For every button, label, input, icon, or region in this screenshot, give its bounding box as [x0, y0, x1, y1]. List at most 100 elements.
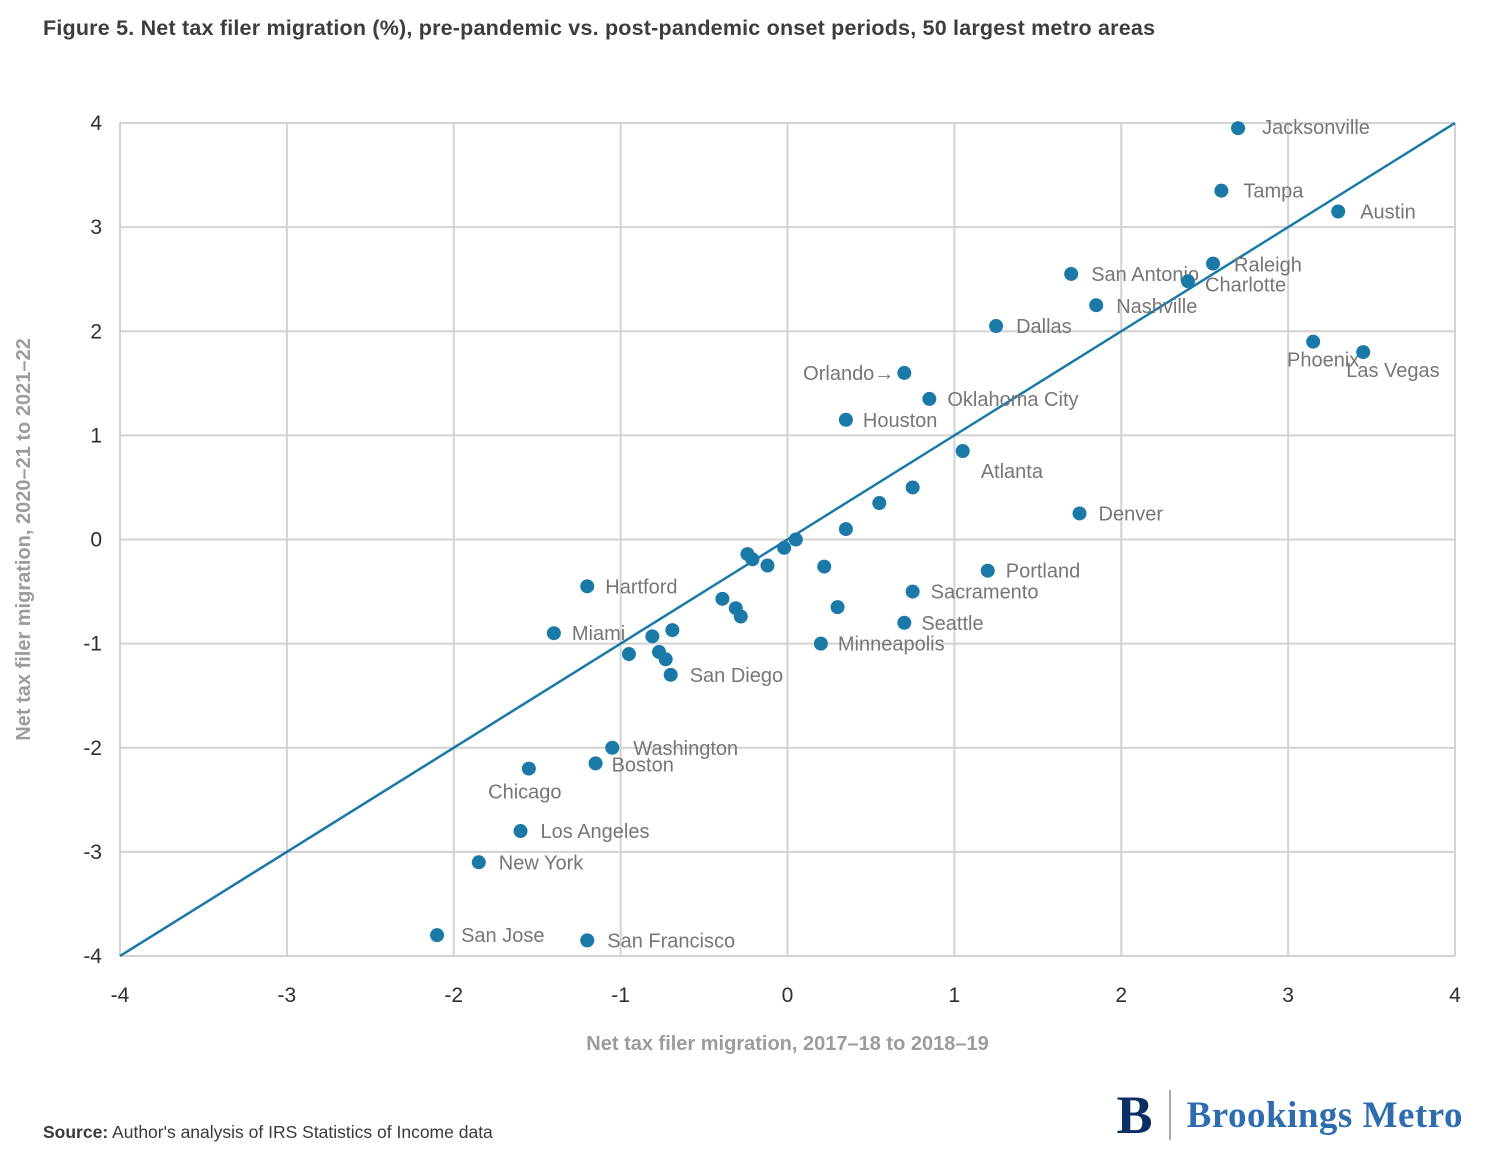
data-point — [955, 443, 970, 458]
data-point — [813, 636, 828, 651]
point-label: Chicago — [488, 782, 561, 804]
identity-line — [119, 121, 1456, 958]
point-label: San Jose — [461, 925, 544, 947]
scatter-chart: -4 -3 -2 -1 0 1 2 3 4 -4 -3 -2 -1 0 1 2 3 4 Net tax filer … — [13, 112, 1462, 1055]
point-label: Minneapolis — [838, 634, 945, 656]
unlabeled-points — [621, 480, 920, 667]
x-tick-label: 0 — [782, 984, 794, 1007]
x-tick-label: -1 — [611, 984, 630, 1007]
data-point — [838, 522, 853, 537]
data-point — [513, 824, 528, 839]
x-axis-title: Net tax filer migration, 2017–18 to 2018… — [586, 1033, 988, 1055]
point-label: Los Angeles — [541, 821, 650, 843]
x-tick-label: 1 — [949, 984, 961, 1007]
y-tick-label: -2 — [83, 737, 102, 760]
source-note: Source: Author's analysis of IRS Statist… — [43, 1122, 493, 1143]
data-point — [430, 928, 445, 943]
point-label: Orlando→ — [803, 363, 894, 385]
data-point — [546, 626, 561, 641]
y-tick-label: 0 — [90, 529, 102, 552]
data-point — [1306, 334, 1321, 349]
brookings-metro-wordmark: Brookings Metro — [1186, 1094, 1463, 1136]
point-label: Nashville — [1116, 296, 1197, 318]
data-point — [1214, 183, 1229, 198]
data-point — [777, 540, 792, 555]
data-point — [580, 933, 595, 948]
x-tick-label: 4 — [1449, 984, 1461, 1007]
x-tick-label: 2 — [1115, 984, 1127, 1007]
data-point — [1181, 274, 1195, 289]
data-point — [989, 319, 1004, 334]
x-tick-label: 3 — [1282, 984, 1294, 1007]
x-tick-label: -2 — [444, 984, 463, 1007]
y-tick-label: 4 — [90, 112, 102, 135]
data-point — [745, 552, 760, 567]
point-label: New York — [499, 852, 584, 874]
x-tick-label: -4 — [111, 984, 130, 1007]
data-point — [1089, 298, 1104, 313]
data-point — [980, 563, 995, 578]
point-label: Charlotte — [1205, 274, 1286, 296]
data-point — [658, 652, 673, 667]
point-label: Miami — [572, 623, 625, 645]
source-label: Source: — [43, 1122, 109, 1142]
data-point — [645, 629, 660, 644]
source-text: Author's analysis of IRS Statistics of I… — [108, 1122, 493, 1142]
data-point — [1356, 345, 1371, 360]
point-label: Las Vegas — [1346, 360, 1439, 382]
data-point — [621, 647, 636, 662]
labeled-points: Jacksonville Tampa Austin Raleigh San Antoni… — [430, 117, 1440, 952]
point-label: Seattle — [921, 613, 983, 635]
y-axis-title: Net tax filer migration, 2020–21 to 2021… — [13, 338, 35, 740]
data-point — [872, 496, 887, 511]
point-label: Sacramento — [931, 582, 1039, 604]
data-point — [830, 600, 845, 615]
point-label: San Diego — [690, 665, 783, 687]
point-label: Denver — [1099, 503, 1164, 525]
x-tick-labels: -4 -3 -2 -1 0 1 2 3 4 — [111, 984, 1462, 1007]
data-point — [1206, 256, 1221, 271]
data-point — [905, 584, 920, 599]
data-point — [521, 761, 536, 776]
point-label: Jacksonville — [1262, 117, 1370, 139]
data-point — [922, 391, 937, 406]
data-point — [760, 558, 775, 573]
point-label: Austin — [1360, 202, 1416, 224]
y-tick-label: -3 — [83, 841, 102, 864]
point-label: Dallas — [1016, 316, 1072, 338]
data-point — [1331, 204, 1346, 219]
point-label: Tampa — [1243, 181, 1304, 203]
data-point — [905, 480, 920, 495]
y-tick-label: -4 — [83, 945, 102, 968]
x-tick-label: -3 — [278, 984, 297, 1007]
point-label: San Antonio — [1091, 264, 1199, 286]
y-tick-label: 3 — [90, 216, 102, 239]
point-label: Houston — [863, 410, 938, 432]
figure-title: Figure 5. Net tax filer migration (%), p… — [43, 16, 1156, 40]
data-point — [580, 579, 595, 594]
data-point — [817, 559, 832, 574]
y-tick-labels: -4 -3 -2 -1 0 1 2 3 4 — [83, 112, 102, 968]
data-point — [1231, 121, 1246, 136]
y-tick-label: -1 — [83, 633, 102, 656]
point-label: Atlanta — [981, 461, 1044, 483]
y-tick-label: 2 — [90, 320, 102, 343]
y-tick-label: 1 — [90, 424, 102, 447]
data-point — [471, 855, 486, 870]
point-label: Phoenix — [1287, 350, 1359, 372]
point-label: Oklahoma City — [947, 389, 1078, 411]
data-point — [1072, 506, 1087, 521]
point-label: Portland — [1006, 561, 1081, 583]
data-point — [1064, 266, 1079, 281]
point-label: Hartford — [605, 576, 677, 598]
data-point — [665, 623, 680, 638]
data-point — [897, 615, 912, 630]
point-label: San Francisco — [607, 930, 735, 952]
data-point — [838, 412, 853, 427]
brookings-b-icon: B — [1116, 1085, 1153, 1145]
point-label: Boston — [612, 754, 674, 776]
point-label: Raleigh — [1234, 255, 1302, 277]
data-point — [605, 740, 620, 755]
data-point — [788, 532, 803, 547]
